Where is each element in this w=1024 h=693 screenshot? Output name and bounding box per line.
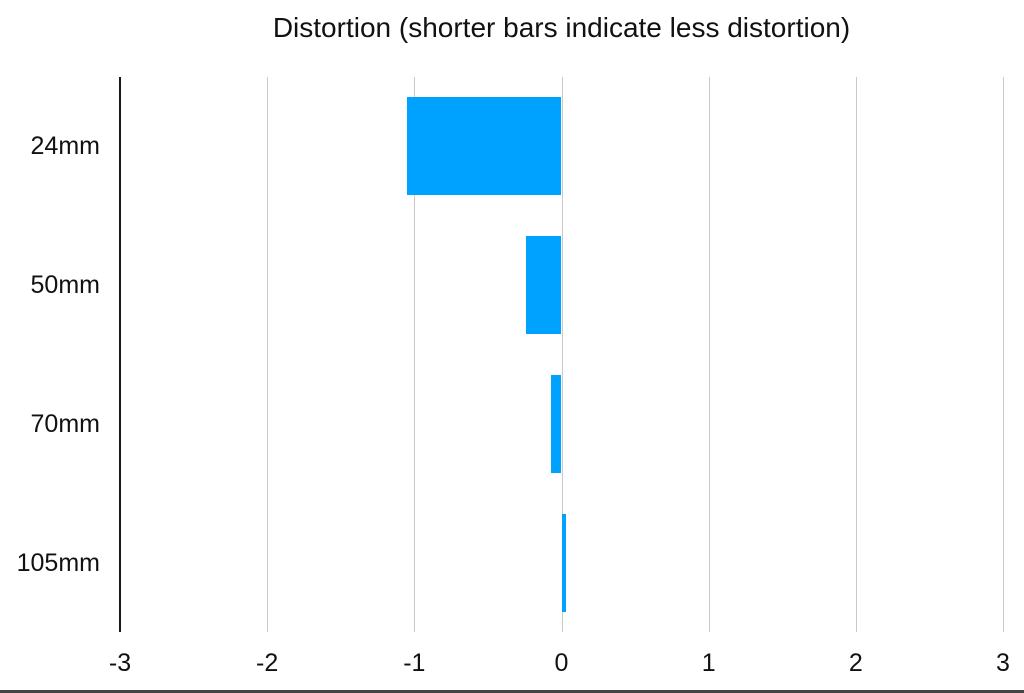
gridline-2 (855, 77, 857, 632)
x-tick-label-3: 3 (996, 649, 1010, 677)
category-axis-line (119, 77, 121, 632)
x-tick-label--3: -3 (108, 649, 132, 677)
category-label-105mm: 105mm (16, 548, 100, 577)
screenshot-bottom-edge (0, 690, 1024, 693)
x-tick-label-2: 2 (848, 649, 863, 677)
bar-24mm (406, 97, 562, 196)
x-tick-label--2: -2 (256, 649, 279, 677)
gridline-1 (708, 77, 710, 632)
bar-105mm (561, 513, 566, 612)
x-tick-label-0: 0 (554, 649, 569, 677)
gridline--2 (267, 77, 269, 632)
bar-50mm (526, 236, 562, 335)
x-tick-label--1: -1 (403, 649, 426, 677)
category-label-50mm: 50mm (30, 271, 100, 300)
gridline--1 (414, 77, 416, 632)
gridline-3 (1003, 77, 1004, 632)
x-tick-label-1: 1 (701, 649, 716, 677)
gridline-0 (561, 77, 563, 632)
chart-title: Distortion (shorter bars indicate less d… (272, 12, 851, 43)
category-label-24mm: 24mm (30, 132, 100, 161)
category-label-70mm: 70mm (30, 409, 100, 438)
bar-70mm (551, 374, 562, 473)
